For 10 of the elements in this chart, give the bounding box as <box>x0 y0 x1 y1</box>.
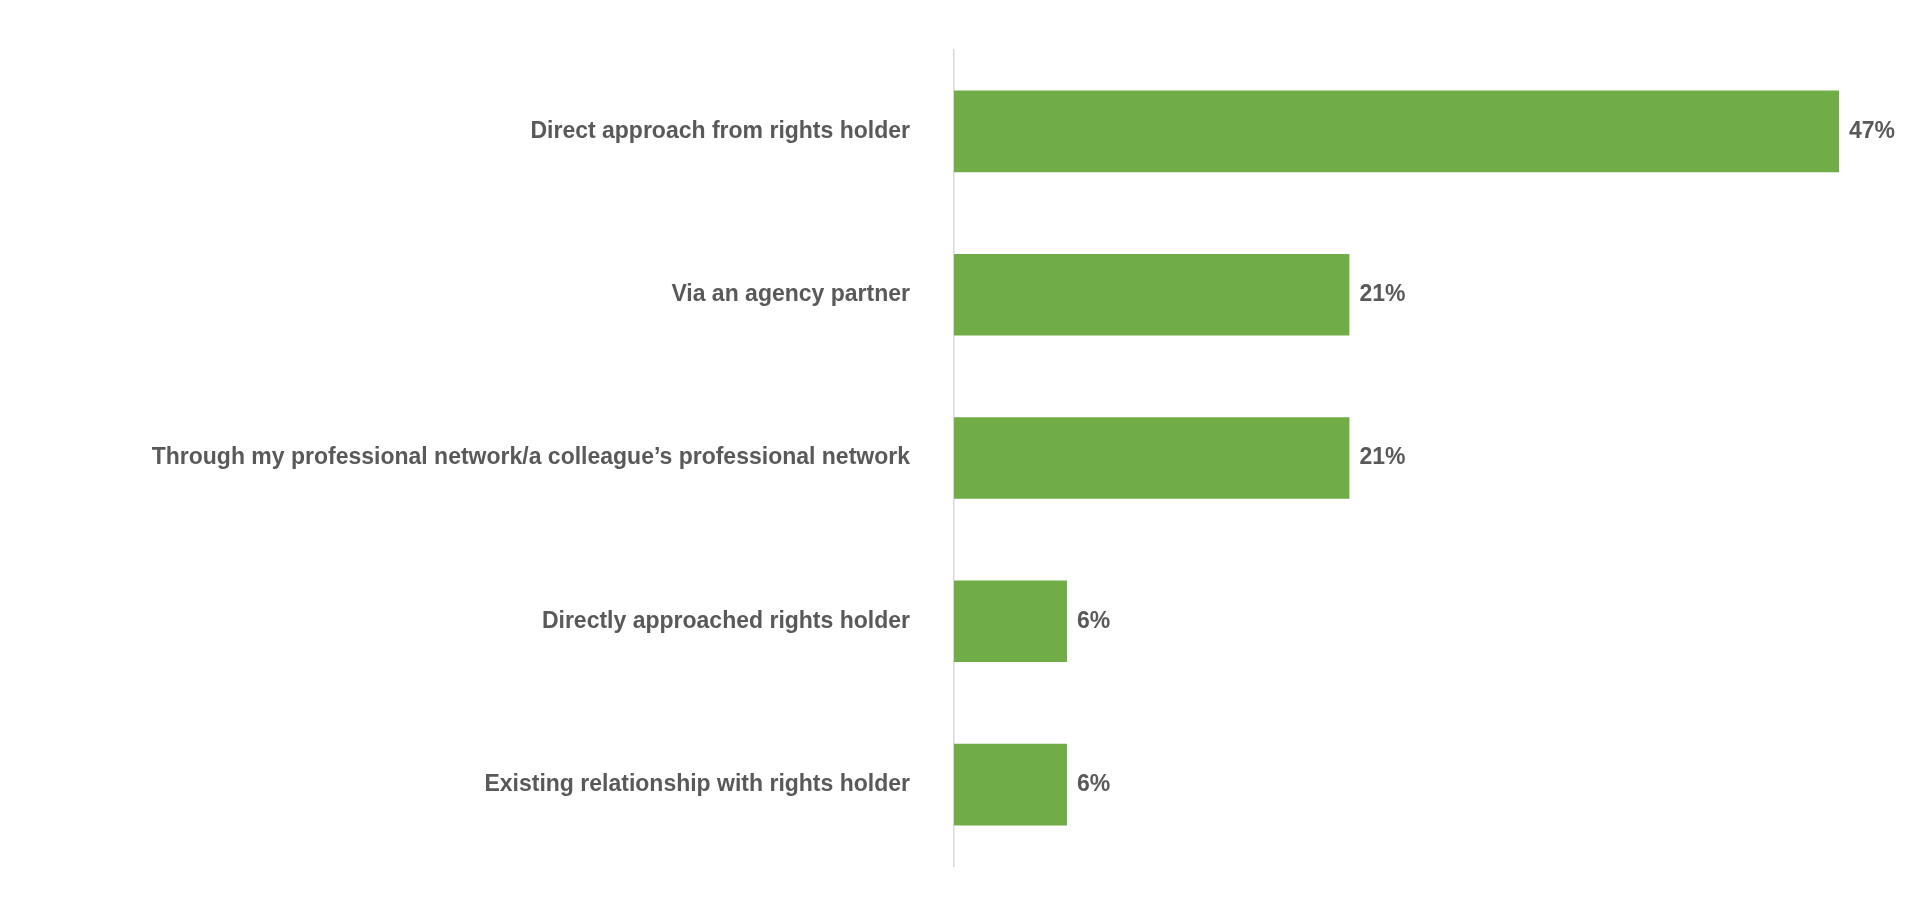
data-label: 47% <box>1849 116 1896 143</box>
y-tick-label: Direct approach from rights holder <box>530 116 911 143</box>
y-tick-label: Directly approached rights holder <box>541 606 911 633</box>
y-tick-label: Via an agency partner <box>671 280 911 307</box>
data-label: 6% <box>1076 769 1111 796</box>
data-label: 6% <box>1076 606 1111 633</box>
y-tick-label: Existing relationship with rights holder <box>484 769 911 796</box>
data-label: 21% <box>1359 280 1406 307</box>
y-tick-label: Through my professional network/a colleague’s professional network <box>151 443 911 470</box>
data-label: 21% <box>1359 443 1406 470</box>
